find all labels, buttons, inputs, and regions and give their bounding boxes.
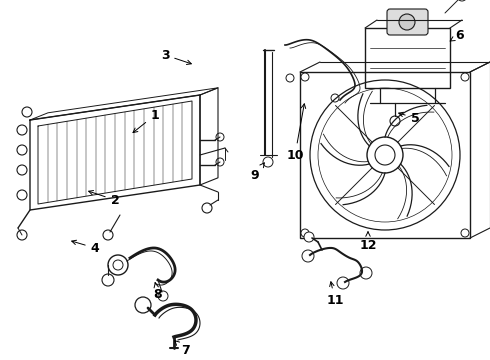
Text: 7: 7 [175, 341, 189, 356]
Circle shape [17, 125, 27, 135]
Circle shape [17, 190, 27, 200]
Circle shape [399, 14, 415, 30]
Circle shape [158, 291, 168, 301]
Circle shape [22, 107, 32, 117]
Text: 3: 3 [161, 49, 191, 64]
Circle shape [390, 116, 400, 126]
Circle shape [17, 230, 27, 240]
Text: 12: 12 [359, 232, 377, 252]
Circle shape [216, 158, 224, 166]
Circle shape [135, 297, 151, 313]
Text: 11: 11 [326, 282, 344, 306]
Circle shape [103, 230, 113, 240]
Circle shape [457, 0, 467, 1]
Circle shape [461, 73, 469, 81]
Circle shape [461, 229, 469, 237]
Circle shape [113, 260, 123, 270]
Circle shape [301, 229, 309, 237]
FancyBboxPatch shape [387, 9, 428, 35]
Circle shape [367, 137, 403, 173]
Circle shape [301, 73, 309, 81]
Text: 4: 4 [72, 240, 99, 255]
Circle shape [302, 250, 314, 262]
Circle shape [304, 232, 314, 242]
Circle shape [17, 145, 27, 155]
Circle shape [375, 145, 395, 165]
Bar [365, 28, 450, 88]
Circle shape [263, 157, 273, 167]
Circle shape [108, 255, 128, 275]
Text: 5: 5 [399, 112, 419, 125]
Text: 6: 6 [450, 28, 465, 41]
Text: 8: 8 [154, 283, 162, 302]
Circle shape [17, 165, 27, 175]
Circle shape [216, 133, 224, 141]
Circle shape [337, 277, 349, 289]
Circle shape [331, 94, 339, 102]
Circle shape [286, 74, 294, 82]
Bar [300, 72, 470, 238]
Circle shape [360, 267, 372, 279]
Text: 10: 10 [286, 104, 306, 162]
Text: 1: 1 [133, 108, 159, 132]
Text: 9: 9 [251, 163, 264, 181]
Circle shape [202, 203, 212, 213]
Circle shape [102, 274, 114, 286]
Text: 2: 2 [89, 190, 120, 207]
